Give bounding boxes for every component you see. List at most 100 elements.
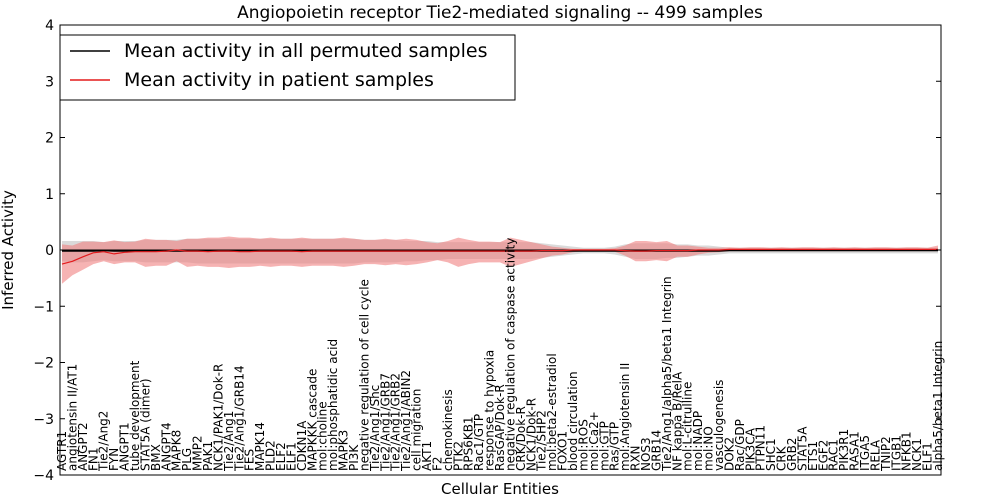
entity-label: mol:GTP [597,421,611,471]
entity-label: ANGPT1 [118,422,132,471]
entity-label: PLG [180,448,194,471]
y-tick-label: −4 [33,468,54,484]
entity-label: NCK1/PAK1/Dok-R [211,364,225,471]
entity-label: CDKN1A [295,420,309,471]
entity-label: ANGPT4 [159,422,173,471]
entity-label: cell migration [410,389,424,471]
y-tick-label: −1 [33,299,54,315]
entity-label: Tie2/Ang2 [97,411,111,472]
entity-label: negative regulation of caspase activity [503,238,517,471]
entity-label: FOXO1 [556,431,570,471]
entity-label: angiotensin II/AT1 [65,364,79,471]
entity-label: ELF1 [284,442,298,471]
entity-label: EGF2 [816,440,830,471]
entity-label: BMX [149,444,163,471]
entity-label: mol:NO [702,426,716,471]
chart-title: Angiopoietin receptor Tie2-mediated sign… [237,3,763,23]
entity-label: NCK1 [910,438,924,471]
entity-label: PTK2 [451,441,465,471]
entity-label: ANGPT2 [76,422,90,471]
entity-label: NCK1/Dok-R [524,398,538,471]
entity-label: mol:NADP [691,411,705,471]
entity-label: blood circulation [566,371,580,471]
entity-label: TNIP2 [879,436,893,472]
entity-label: AKT1 [420,441,434,471]
entity-label: RASA1 [848,431,862,471]
y-tick-label: 1 [45,187,54,203]
entity-label: RXN [629,445,643,471]
entity-label: RELA [868,439,882,471]
entity-label: AGTR1 [55,431,69,471]
y-axis-label: Inferred Activity [0,190,17,310]
entity-label: FN1 [86,447,100,471]
series-lines [61,248,938,265]
legend-label-permuted: Mean activity in all permuted samples [124,40,487,62]
entity-label: PIK3CA [743,427,757,471]
entity-label: RasGAP/Dok-R [493,384,507,471]
entity-label: PLD2 [264,440,278,471]
entity-label: Tie2/Ang1/alpha5/beta1 Integrin [660,276,674,472]
entity-label: alpha5/beta1 Integrin [931,341,945,471]
entity-label: Tie2/Ang1/ABIN2 [399,370,413,472]
entity-label: MMP2 [191,435,205,471]
entity-label: ITGA5 [858,435,872,471]
entity-label: response to hypoxia [483,350,497,471]
y-tick-label: 0 [45,243,54,259]
entity-label: tube development [128,360,142,471]
entity-label: ITGB1 [889,435,903,471]
entity-label: PTPN11 [754,425,768,471]
legend-label-patient: Mean activity in patient samples [124,69,434,91]
entity-label: PIK3R1 [837,429,851,471]
entity-label: mol:Angiotensin II [618,363,632,471]
y-tick-label: 3 [45,74,54,90]
confidence-bands [62,236,938,284]
entity-label: SHC1 [764,438,778,471]
entity-label: ETS1 [806,441,820,471]
entity-label: Tie2/Ang1/GRB2 [389,373,403,472]
entity-label: NOS3 [639,437,653,471]
entity-label: RAC1 [827,439,841,471]
y-axis-ticks: −4 −3 −2 −1 0 1 2 3 4 [33,18,941,484]
entity-label: chemokinesis [441,389,455,471]
entity-label: negative regulation of cell cycle [357,279,371,471]
entity-label: DOK2 [722,437,736,471]
entity-label: CRK [775,445,789,471]
entity-label: RPS6KB1 [462,416,476,471]
entity-label: PAK1 [201,441,215,471]
entity-label: GRB2 [785,437,799,471]
entity-label: F2 [430,456,444,471]
legend: Mean activity in all permuted samples Me… [59,34,516,101]
entity-label: mol:ROS [576,419,590,471]
entity-label: Tie2/Ang1 [222,411,236,472]
entity-label: STAT5A [795,426,809,471]
y-tick-label: 4 [45,18,54,34]
entity-label: mol:choline [316,401,330,471]
entity-label: Rac1/GTP [472,414,486,471]
legend-box [59,34,516,101]
entity-label: NF kappa B/RelA [670,371,684,471]
entity-label: ELF2 [274,442,288,471]
entity-label: Rac/GDP [733,419,747,471]
y-tick-label: −2 [33,356,54,372]
entity-label: Tie2/SHP2 [535,410,549,472]
entity-label: MAPKKK cascade [305,369,319,471]
entity-label: mol:L-citrulline [681,382,695,471]
entity-label: Tie2/Ang1/GRB14 [232,365,246,472]
entity-label: MAPK3 [337,430,351,471]
entity-label: Tie2/Ang1/Shc [368,385,382,472]
entity-label: Tie2/Ang1/GRB7 [378,373,392,472]
entity-label: NFKB1 [900,431,914,471]
entity-label: FES [243,449,257,471]
entity-label: PI3K [347,444,361,471]
y-tick-label: −3 [33,412,54,428]
entity-label: GRB14 [649,430,663,471]
band-patient [62,236,938,284]
entity-label: vasculogenesis [712,380,726,471]
entity-label: STAT5A (dimer) [138,378,152,471]
entity-label: MAPK14 [253,422,267,471]
entity-label: Ras/GTP [608,422,622,471]
entity-label: mol:phosphatidic acid [326,339,340,471]
x-axis-label: Cellular Entities [441,480,559,498]
